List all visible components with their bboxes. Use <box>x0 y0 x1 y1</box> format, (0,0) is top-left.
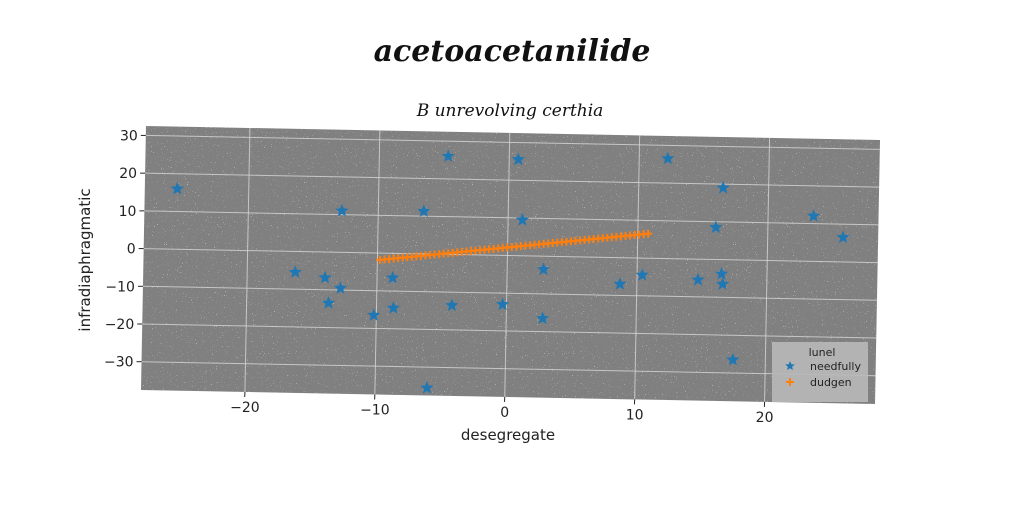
needfully-point <box>495 297 510 311</box>
needfully-point <box>536 311 550 325</box>
plot-noise <box>141 126 880 404</box>
chart-title: B unrevolving certhia <box>416 101 604 121</box>
grid-line-x <box>244 127 251 392</box>
grid <box>141 127 880 402</box>
x-axis: −20 −10 0 10 20 desegregate <box>230 391 774 444</box>
grid-line-y <box>142 323 877 339</box>
grid-line-y <box>145 134 880 150</box>
grid-line-y <box>142 285 877 301</box>
grid-line-x <box>634 135 641 400</box>
needfully-point <box>318 270 332 284</box>
plot-area <box>141 126 880 404</box>
needfully-point <box>288 265 302 278</box>
figure-title: acetoacetanilide <box>373 34 651 69</box>
y-axis-label: infradiaphragmatic <box>76 188 94 331</box>
dudgen-point <box>644 229 653 238</box>
needfully-point <box>716 180 730 194</box>
needfully-point <box>420 380 434 394</box>
legend-box <box>772 342 868 402</box>
needfully-point <box>333 281 348 294</box>
y-tick-label: 30 <box>120 128 138 144</box>
y-tick-label: 20 <box>119 166 137 182</box>
grid-line-y <box>143 248 878 264</box>
x-tick-label: −10 <box>360 402 390 418</box>
grid-line-x <box>504 132 511 397</box>
grid-line-y <box>141 361 876 377</box>
legend-label-needfully: needfully <box>810 360 861 373</box>
y-tick-label: 0 <box>127 242 136 258</box>
needfully-point <box>511 152 525 166</box>
needfully-point <box>691 272 705 286</box>
needfully-point <box>709 220 723 234</box>
x-tick-label: 0 <box>500 405 509 421</box>
needfully-point <box>714 266 729 280</box>
needfully-point <box>386 301 400 314</box>
x-tick-label: 10 <box>626 407 644 423</box>
needfully-point <box>321 296 336 309</box>
needfully-point <box>170 181 184 195</box>
needfully-point <box>515 213 530 226</box>
needfully-point <box>661 151 675 165</box>
x-axis-label: desegregate <box>461 426 555 444</box>
needfully-point <box>417 204 431 217</box>
grid-line-y <box>145 172 880 188</box>
grid-line-y <box>144 210 879 226</box>
y-tick-label: −20 <box>105 317 135 333</box>
x-tick-label: 20 <box>756 410 774 426</box>
needfully-point <box>441 149 455 162</box>
needfully-point <box>536 262 551 276</box>
needfully-point <box>445 298 459 311</box>
dudgen-points <box>375 229 653 264</box>
legend-title: lunel <box>809 346 836 359</box>
legend-marker-needfully <box>785 361 795 370</box>
grid-line-x <box>764 137 771 402</box>
needfully-points <box>170 149 850 394</box>
needfully-point <box>367 308 381 321</box>
y-tick-label: −30 <box>104 355 134 371</box>
needfully-point <box>726 352 740 366</box>
y-tick-label: 10 <box>119 204 137 220</box>
y-tick-label: −10 <box>105 279 135 295</box>
grid-line-x <box>374 130 381 395</box>
needfully-point <box>613 277 627 290</box>
needfully-point <box>716 277 730 290</box>
needfully-point <box>386 270 400 284</box>
needfully-point <box>335 203 349 217</box>
legend: lunel needfully dudgen <box>772 342 868 402</box>
needfully-point <box>836 230 850 244</box>
needfully-point <box>635 268 649 281</box>
needfully-point <box>806 209 821 222</box>
x-tick-label: −20 <box>230 400 260 416</box>
legend-marker-dudgen <box>786 378 794 386</box>
y-axis: 30 20 10 0 −10 −20 −30 infradiaphragmatic <box>76 128 146 371</box>
legend-label-dudgen: dudgen <box>810 376 852 389</box>
